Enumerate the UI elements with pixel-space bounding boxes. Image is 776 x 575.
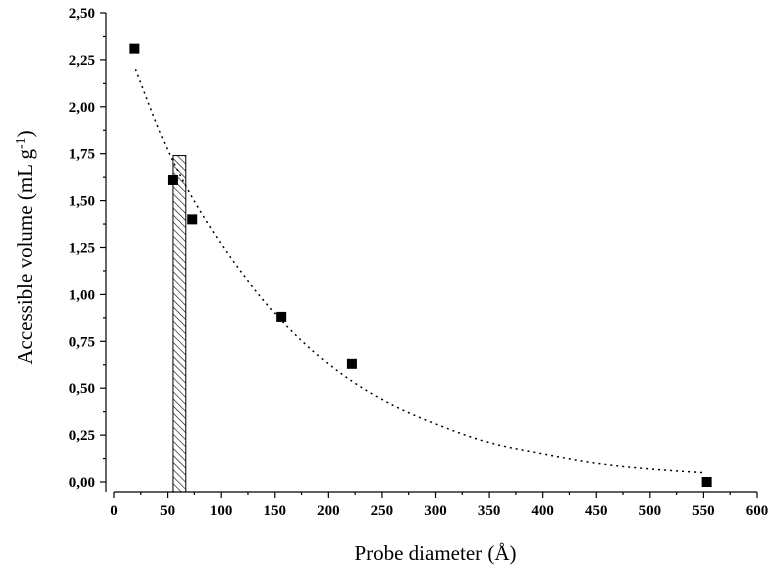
y-tick-label: 2,00 bbox=[69, 100, 95, 116]
y-axis-title: Accessible volume (mL g-1) bbox=[13, 130, 37, 364]
hatched-bar-layer bbox=[172, 155, 187, 493]
x-tick-label: 600 bbox=[746, 503, 769, 519]
data-point bbox=[276, 311, 287, 322]
x-tick-label: 350 bbox=[478, 503, 501, 519]
y-tick-label: 1,00 bbox=[69, 287, 95, 303]
data-point bbox=[701, 477, 712, 487]
y-tick-label: 0,50 bbox=[69, 381, 95, 397]
data-points-layer bbox=[129, 43, 712, 487]
y-tick-label: 2,50 bbox=[69, 6, 95, 22]
x-tick-label: 50 bbox=[160, 503, 175, 519]
data-point bbox=[346, 358, 357, 369]
x-tick-label: 150 bbox=[264, 503, 287, 519]
data-point bbox=[129, 43, 140, 54]
fit-curve bbox=[134, 68, 704, 474]
x-axis-title: Probe diameter (Å) bbox=[354, 541, 516, 565]
y-tick-label: 2,25 bbox=[69, 53, 95, 69]
x-tick-label: 500 bbox=[639, 503, 662, 519]
x-tick-label: 450 bbox=[585, 503, 608, 519]
fit-curve-layer bbox=[134, 68, 704, 474]
y-tick-label: 1,75 bbox=[69, 147, 95, 163]
x-tick-label: 200 bbox=[317, 503, 340, 519]
y-tick-label: 0,00 bbox=[69, 475, 95, 491]
y-axis-title-main: Accessible volume (mL g bbox=[13, 149, 37, 365]
y-tick-label: 1,25 bbox=[69, 241, 95, 257]
x-tick-label: 0 bbox=[110, 503, 118, 519]
x-tick-label: 550 bbox=[692, 503, 715, 519]
hatched-bar bbox=[172, 155, 187, 493]
y-axis-title-close: ) bbox=[13, 130, 37, 137]
x-tick-label: 300 bbox=[424, 503, 447, 519]
x-tick-label: 100 bbox=[210, 503, 233, 519]
data-point bbox=[167, 174, 178, 185]
axis-ticks: 0 50 100 150 200 250 300 350 400 450 500 550 600 0,00… bbox=[69, 6, 769, 519]
y-tick-label: 1,50 bbox=[69, 194, 95, 210]
y-tick-label: 0,25 bbox=[69, 428, 95, 444]
data-point bbox=[187, 214, 198, 225]
x-tick-label: 400 bbox=[531, 503, 554, 519]
y-axis-title-superscript: -1 bbox=[14, 137, 29, 149]
x-tick-label: 250 bbox=[371, 503, 394, 519]
y-tick-label: 0,75 bbox=[69, 334, 95, 350]
